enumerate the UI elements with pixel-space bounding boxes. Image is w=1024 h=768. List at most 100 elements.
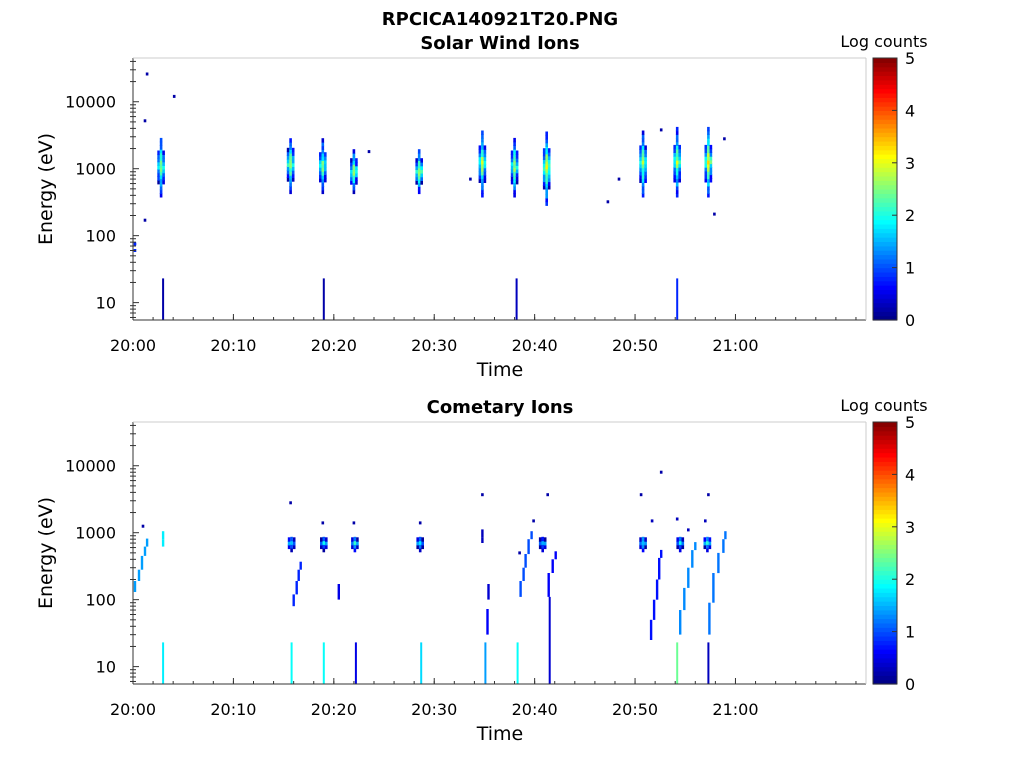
burst-pixel	[319, 163, 322, 168]
burst-pixel	[418, 540, 422, 545]
colorbar-tick-label: 0	[905, 675, 915, 694]
burst-pixel	[704, 174, 708, 179]
burst-pixel	[675, 148, 679, 154]
burst-pixel	[641, 189, 645, 194]
burst-pixel	[641, 193, 645, 198]
burst-pixel	[673, 159, 676, 165]
burst-pixel	[417, 182, 421, 187]
x-tick-label: 20:20	[311, 700, 357, 719]
colorbar-segment	[873, 149, 897, 155]
burst-pixel	[292, 544, 296, 550]
colorbar-segment	[873, 237, 897, 242]
burst-pixel	[707, 156, 710, 161]
colorbar-segment	[873, 592, 897, 598]
data-point	[141, 524, 145, 528]
colorbar-segment	[873, 311, 897, 317]
colorbar-segment	[873, 566, 897, 572]
burst-pixel	[510, 168, 514, 174]
burst-pixel	[675, 178, 679, 183]
burst-pixel	[673, 167, 676, 172]
colorbar-segment	[873, 223, 897, 229]
colorbar-segment	[873, 509, 897, 515]
burst-pixel	[352, 152, 356, 158]
colorbar-segment	[873, 596, 897, 602]
burst-pixel	[320, 537, 323, 542]
burst-pixel	[352, 182, 356, 187]
burst-pixel	[481, 174, 484, 180]
burst-pixel	[513, 193, 516, 198]
data-point	[659, 128, 663, 132]
x-tick-label: 20:50	[612, 336, 658, 355]
x-tick-label: 20:10	[210, 336, 256, 355]
x-tick-label: 20:10	[210, 700, 256, 719]
burst-pixel	[291, 151, 295, 156]
data-point	[172, 94, 176, 98]
panel-title: Solar Wind Ions	[420, 33, 579, 54]
burst-pixel	[541, 536, 544, 542]
burst-pixel	[481, 130, 484, 135]
burst-pixel	[707, 141, 710, 146]
burst-pixel	[321, 163, 325, 169]
colorbar-title: Log counts	[840, 32, 927, 51]
burst-pixel	[703, 544, 707, 550]
burst-pixel	[707, 174, 710, 180]
burst-pixel	[538, 541, 542, 546]
burst-pixel	[545, 183, 548, 188]
burst-pixel	[708, 537, 712, 542]
burst-pixel	[673, 148, 676, 153]
y-tick-label: 100	[85, 227, 116, 246]
burst-pixel	[162, 176, 165, 181]
track-segment	[133, 581, 137, 592]
colorbar-segment	[873, 241, 897, 247]
burst-pixel	[510, 157, 514, 163]
burst-pixel	[415, 180, 418, 185]
colorbar-tick-label: 5	[905, 413, 915, 432]
colorbar-segment	[873, 478, 897, 484]
burst-pixel	[644, 167, 647, 172]
burst-pixel	[415, 158, 418, 163]
burst-pixel	[675, 171, 679, 176]
burst-pixel	[510, 180, 514, 185]
x-tick-label: 20:40	[512, 336, 558, 355]
burst-pixel	[547, 170, 551, 175]
track-segment	[712, 573, 715, 603]
burst-pixel	[639, 167, 642, 172]
burst-pixel	[159, 189, 163, 194]
burst-pixel	[350, 169, 353, 174]
burst-pixel	[678, 544, 682, 549]
burst-pixel	[291, 155, 295, 160]
burst-pixel	[481, 171, 484, 176]
burst-pixel	[704, 159, 708, 165]
track-segment	[658, 557, 661, 580]
burst-pixel	[706, 547, 709, 553]
burst-pixel	[159, 156, 163, 161]
burst-pixel	[481, 193, 484, 198]
colorbar-segment	[873, 92, 897, 98]
track-segment	[481, 537, 484, 543]
data-point	[713, 212, 716, 216]
burst-pixel	[159, 148, 163, 154]
burst-pixel	[417, 186, 421, 191]
data-point	[723, 137, 726, 141]
colorbar-segment	[873, 609, 897, 615]
track-segment	[292, 594, 295, 607]
burst-pixel	[547, 177, 551, 183]
burst-pixel	[420, 158, 423, 163]
y-tick-label: 10000	[65, 457, 116, 476]
burst-pixel	[542, 177, 546, 183]
track-segment	[722, 539, 725, 553]
colorbar-segment	[873, 136, 897, 142]
track-segment	[655, 579, 659, 600]
burst-pixel	[319, 155, 322, 161]
burst-pixel	[542, 185, 546, 190]
colorbar-segment	[873, 293, 897, 299]
burst-pixel	[159, 163, 163, 169]
burst-pixel	[291, 177, 295, 182]
spike	[515, 278, 518, 320]
track-segment	[530, 531, 533, 540]
burst-pixel	[289, 145, 292, 150]
colorbar-segment	[873, 84, 897, 90]
burst-pixel	[417, 171, 421, 176]
burst-pixel	[673, 156, 676, 161]
burst-pixel	[641, 540, 645, 545]
